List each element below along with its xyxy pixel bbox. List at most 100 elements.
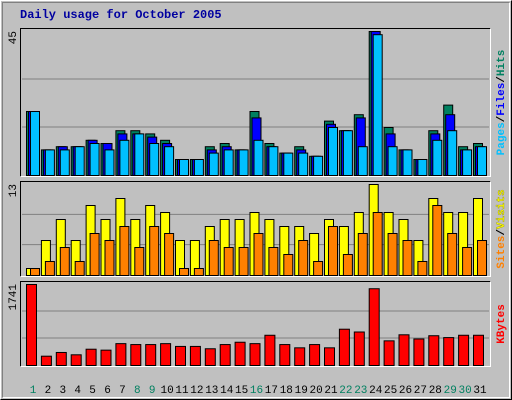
bar [238, 247, 249, 276]
bar [432, 205, 443, 276]
bar [328, 127, 338, 176]
bar [30, 268, 40, 276]
x-tick-label: 24 [369, 385, 383, 397]
x-tick-label: 31 [473, 385, 487, 397]
bar [164, 146, 175, 176]
x-tick-label: 30 [458, 385, 471, 397]
x-tick-label: 4 [74, 385, 81, 397]
bar [74, 261, 85, 276]
plot-border-light [20, 28, 491, 177]
bar [44, 149, 55, 176]
bar [342, 254, 353, 276]
bar [238, 149, 249, 176]
bar [313, 261, 324, 276]
bar [298, 152, 309, 177]
bar [119, 226, 130, 276]
x-tick-label: 21 [324, 385, 338, 397]
y-tick-label: 45 [8, 31, 20, 44]
bar [298, 240, 309, 276]
bar [100, 349, 112, 367]
x-tick-label: 2 [45, 385, 52, 397]
bar [179, 159, 189, 176]
x-tick-label: 16 [250, 385, 263, 397]
bar [383, 340, 395, 367]
x-tick-label: 17 [265, 385, 278, 397]
bar [249, 343, 261, 367]
x-tick-label: 3 [59, 385, 66, 397]
x-tick-label: 25 [384, 385, 397, 397]
x-tick-label: 29 [444, 385, 457, 397]
bar [342, 130, 353, 176]
bar [462, 149, 473, 176]
bar [283, 152, 294, 177]
bar [368, 288, 380, 366]
bar [447, 233, 458, 276]
plot-border-dark [20, 281, 491, 367]
bar [55, 351, 67, 366]
bar [328, 226, 338, 276]
x-tick-label: 14 [220, 385, 234, 397]
bar [372, 212, 383, 276]
x-tick-label: 28 [429, 385, 442, 397]
bar [477, 146, 487, 176]
bar [40, 355, 52, 367]
bar [160, 343, 172, 367]
bar [324, 347, 335, 366]
bar [279, 344, 291, 366]
x-tick-label: 8 [134, 385, 141, 397]
bar [313, 155, 324, 177]
x-tick-label: 22 [339, 385, 352, 397]
legend-entry: Visits [496, 189, 508, 229]
legend-entry: Pages [496, 122, 508, 155]
x-tick-label: 11 [175, 385, 189, 397]
bar [26, 284, 37, 366]
x-tick-label: 20 [309, 385, 322, 397]
bar [417, 261, 428, 276]
y-tick-label: 1741 [8, 284, 20, 311]
chart-title: Daily usage for October 2005 [20, 8, 222, 22]
bar [89, 233, 100, 276]
bar [85, 348, 97, 366]
x-tick-label: 10 [160, 385, 173, 397]
bar [149, 143, 160, 176]
bar [44, 261, 55, 276]
bar [189, 345, 201, 366]
bar [432, 139, 443, 177]
bar [387, 233, 398, 276]
bar [353, 331, 365, 367]
bar [130, 344, 142, 366]
x-tick-label: 18 [280, 385, 293, 397]
bar [387, 146, 398, 176]
bar [179, 268, 189, 276]
legend-separator: / [496, 229, 508, 236]
legend-entry: Sites [496, 236, 508, 269]
bar [357, 146, 368, 176]
plot-border-dark [20, 28, 491, 177]
bar [398, 334, 410, 367]
bar [402, 149, 413, 176]
bar [234, 341, 246, 367]
bar [134, 133, 145, 176]
legend-separator: / [496, 76, 508, 83]
bar [413, 338, 425, 366]
legend-entry: Files [496, 83, 508, 116]
x-tick-label: 27 [414, 385, 427, 397]
y-tick-label: 13 [8, 184, 20, 197]
bar [59, 149, 70, 176]
bar [208, 152, 219, 177]
bar [223, 247, 234, 276]
bar [417, 159, 428, 176]
x-tick-label: 9 [149, 385, 156, 397]
x-tick-label: 12 [190, 385, 203, 397]
bar [309, 344, 321, 366]
legend-separator: / [496, 115, 508, 122]
bar [204, 348, 216, 367]
bar [443, 337, 455, 367]
bar [428, 335, 440, 366]
plot-border-light [20, 181, 491, 277]
bar [223, 149, 234, 176]
bar [253, 233, 264, 276]
